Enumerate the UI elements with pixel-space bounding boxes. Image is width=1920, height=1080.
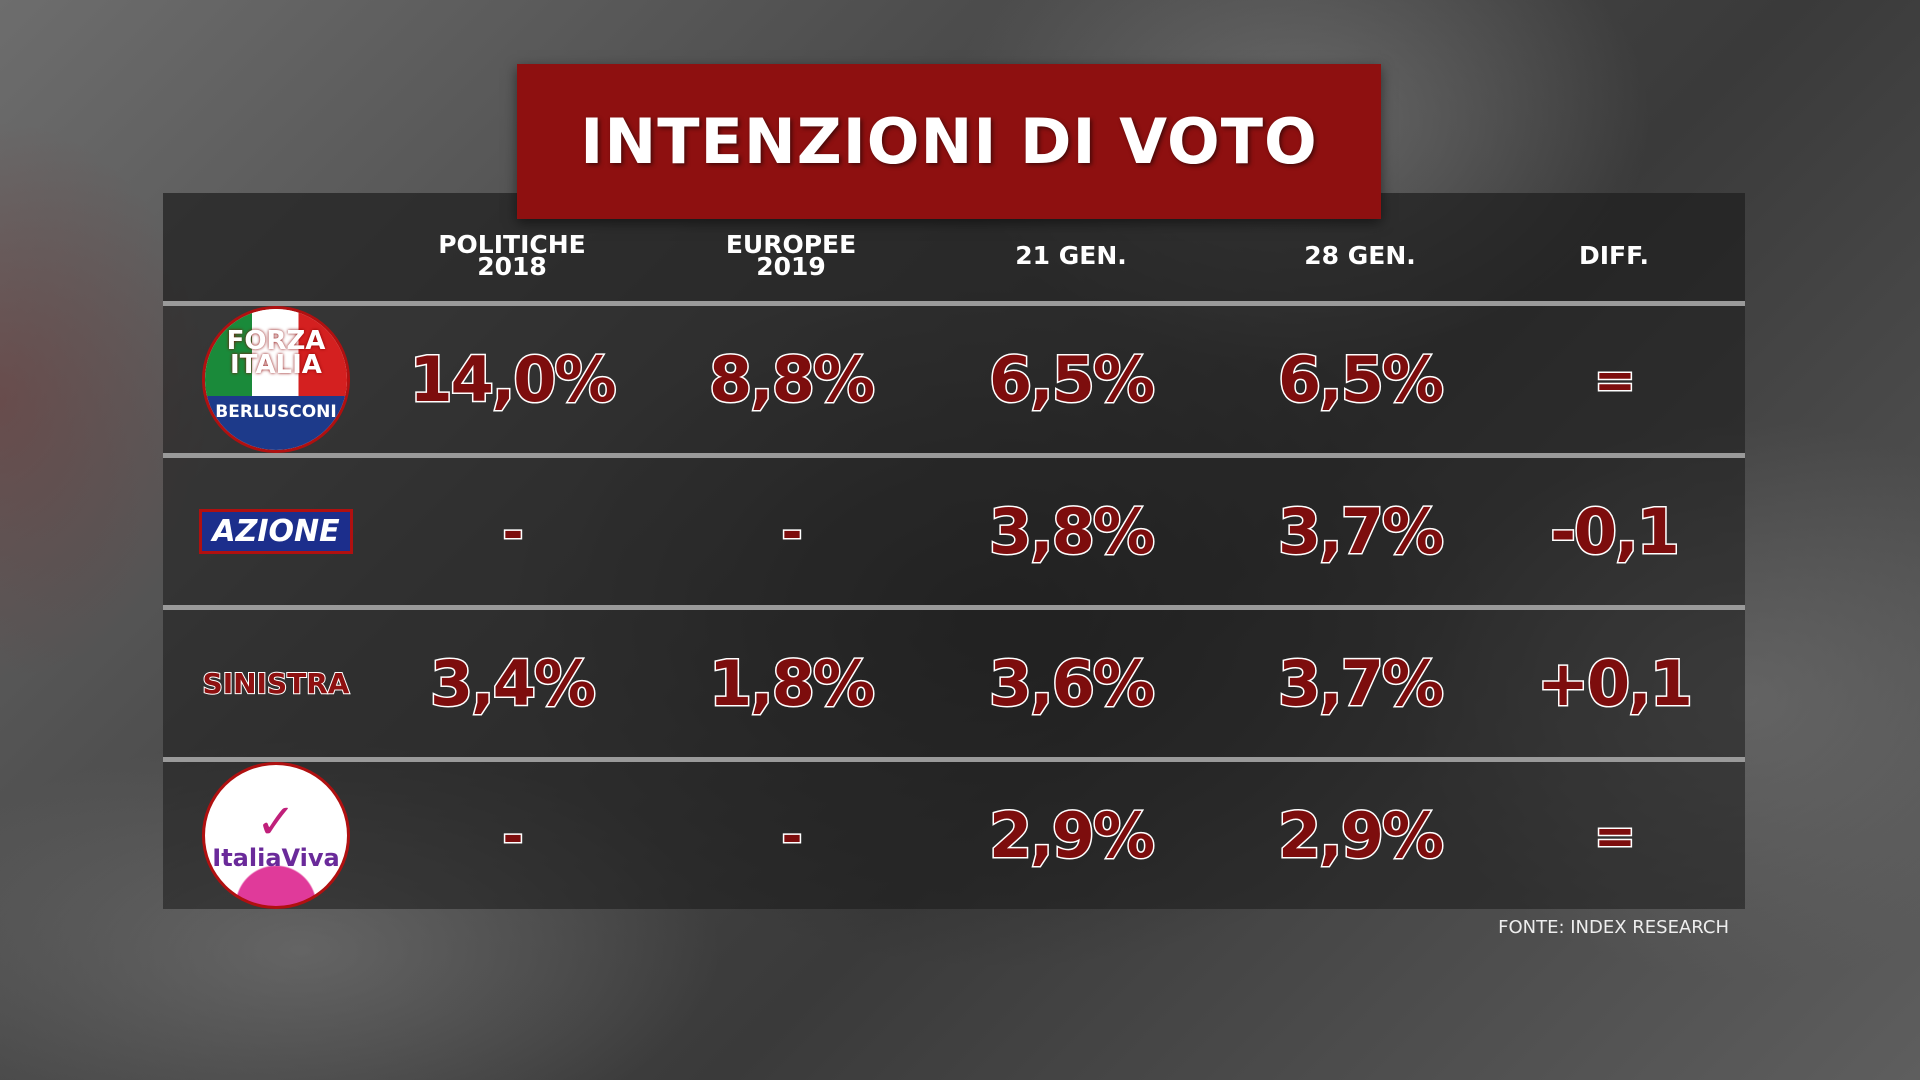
row-separator xyxy=(163,453,1745,458)
value-cell: 3,7% xyxy=(1230,458,1490,605)
header-line: POLITICHE xyxy=(438,230,586,259)
value-cell: = xyxy=(1484,306,1744,453)
value: 3,8% xyxy=(988,494,1157,570)
party-logo-cell: AZIONE xyxy=(146,458,406,605)
value: 8,8% xyxy=(708,342,877,418)
value-cell: 8,8% xyxy=(661,306,921,453)
row-separator xyxy=(163,605,1745,610)
value: -0,1 xyxy=(1549,494,1682,570)
table: POLITICHE 2018 EUROPEE 2019 21 GEN. 28 GEN. DI… xyxy=(163,193,1745,916)
row-separator xyxy=(163,301,1745,306)
logo-text: BERLUSCONI xyxy=(205,396,347,450)
value-cell: 14,0% xyxy=(382,306,642,453)
value-cell: 2,9% xyxy=(1230,762,1490,909)
party-logo: FORZA ITALIA BERLUSCONI xyxy=(202,306,350,453)
header-line: 2018 xyxy=(477,252,547,281)
value: 2,9% xyxy=(1277,798,1446,874)
header-line: 21 GEN. xyxy=(1015,241,1127,270)
value: 1,8% xyxy=(708,646,877,722)
value-cell: -0,1 xyxy=(1484,458,1744,605)
source: FONTE: INDEX RESEARCH xyxy=(1498,917,1729,938)
value: = xyxy=(1593,805,1638,866)
header-line: DIFF. xyxy=(1578,241,1650,270)
value-cell: 3,4% xyxy=(382,610,642,757)
logo-text: ItaliaViva xyxy=(212,843,340,872)
value: +0,1 xyxy=(1536,646,1695,722)
value-cell: - xyxy=(661,458,921,605)
value: 3,4% xyxy=(429,646,598,722)
value: 3,6% xyxy=(988,646,1157,722)
column-header: 21 GEN. xyxy=(941,193,1201,301)
logo-check: ✓ xyxy=(255,793,297,850)
table-row: SINISTRA 3,4% 1,8% 3,6% 3,7% +0,1 xyxy=(163,610,1745,757)
column-header: EUROPEE 2019 xyxy=(661,193,921,301)
value: 3,7% xyxy=(1277,494,1446,570)
column-header: DIFF. xyxy=(1484,193,1744,301)
value: - xyxy=(501,805,525,866)
party-logo: ✓ ItaliaViva xyxy=(202,762,350,909)
party-logo: AZIONE xyxy=(199,509,353,554)
value: 14,0% xyxy=(408,342,618,418)
value-cell: 3,6% xyxy=(941,610,1201,757)
table-row: FORZA ITALIA BERLUSCONI 14,0% 8,8% 6,5% 6,5% = xyxy=(163,306,1745,453)
header-line: EUROPEE xyxy=(725,230,857,259)
title: INTENZIONI DI VOTO xyxy=(580,105,1318,178)
party-logo: SINISTRA xyxy=(202,666,351,701)
value-cell: 1,8% xyxy=(661,610,921,757)
value: - xyxy=(501,501,525,562)
value: = xyxy=(1593,349,1638,410)
header-line: 28 GEN. xyxy=(1304,241,1416,270)
column-header: 28 GEN. xyxy=(1230,193,1490,301)
value-cell: - xyxy=(382,762,642,909)
logo-text: AZIONE xyxy=(212,514,340,549)
value-cell: 3,8% xyxy=(941,458,1201,605)
value-cell: - xyxy=(661,762,921,909)
party-logo-cell: SINISTRA xyxy=(146,610,406,757)
value: 2,9% xyxy=(988,798,1157,874)
value: 3,7% xyxy=(1277,646,1446,722)
value-cell: 6,5% xyxy=(1230,306,1490,453)
value-cell: 6,5% xyxy=(941,306,1201,453)
value-cell: 3,7% xyxy=(1230,610,1490,757)
value: 6,5% xyxy=(988,342,1157,418)
value-cell: 2,9% xyxy=(941,762,1201,909)
table-row: AZIONE - - 3,8% 3,7% -0,1 xyxy=(163,458,1745,605)
party-logo-cell: ✓ ItaliaViva xyxy=(146,762,406,909)
value: 6,5% xyxy=(1277,342,1446,418)
header-line: 2019 xyxy=(756,252,826,281)
value-cell: +0,1 xyxy=(1484,610,1744,757)
title-box: INTENZIONI DI VOTO xyxy=(517,64,1381,219)
party-logo-cell: FORZA ITALIA BERLUSCONI xyxy=(146,306,406,453)
value-cell: = xyxy=(1484,762,1744,909)
value-cell: - xyxy=(382,458,642,605)
value: - xyxy=(780,805,804,866)
column-header: POLITICHE 2018 xyxy=(382,193,642,301)
value: - xyxy=(780,501,804,562)
logo-text: FORZA ITALIA xyxy=(205,309,347,397)
table-row: ✓ ItaliaViva - - 2,9% 2,9% = xyxy=(163,762,1745,909)
row-separator xyxy=(163,757,1745,762)
